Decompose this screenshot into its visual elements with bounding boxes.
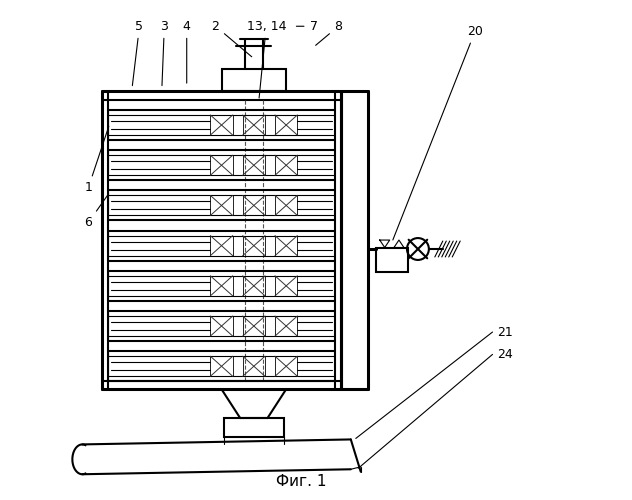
Bar	[210, 316, 233, 336]
Bar	[275, 155, 297, 176]
Text: 2: 2	[212, 20, 252, 57]
Bar	[275, 356, 297, 376]
Bar	[275, 316, 297, 336]
Bar	[375, 248, 408, 272]
Text: 5: 5	[132, 20, 143, 86]
Text: 3: 3	[161, 20, 168, 86]
Bar	[243, 356, 265, 376]
Bar	[275, 196, 297, 216]
Bar	[224, 418, 284, 437]
Bar	[222, 68, 286, 91]
Bar	[275, 115, 297, 135]
Bar	[210, 356, 233, 376]
Bar	[210, 236, 233, 256]
Text: 6: 6	[84, 194, 108, 229]
Bar	[275, 236, 297, 256]
Bar	[243, 276, 265, 296]
Bar	[243, 196, 265, 216]
Text: Фиг. 1: Фиг. 1	[276, 474, 326, 488]
Bar	[243, 115, 265, 135]
Bar	[243, 155, 265, 176]
Bar	[210, 115, 233, 135]
Text: 24: 24	[497, 348, 513, 361]
Bar	[243, 236, 265, 256]
Bar	[210, 276, 233, 296]
Text: 8: 8	[315, 20, 343, 46]
Bar	[210, 155, 233, 176]
Text: 1: 1	[84, 126, 109, 194]
Text: 20: 20	[393, 24, 483, 240]
Text: 7: 7	[296, 20, 317, 33]
Text: 4: 4	[183, 20, 191, 83]
Text: 21: 21	[497, 326, 513, 338]
Bar	[275, 276, 297, 296]
Bar	[210, 196, 233, 216]
Text: 13, 14: 13, 14	[246, 20, 286, 98]
Bar	[243, 316, 265, 336]
